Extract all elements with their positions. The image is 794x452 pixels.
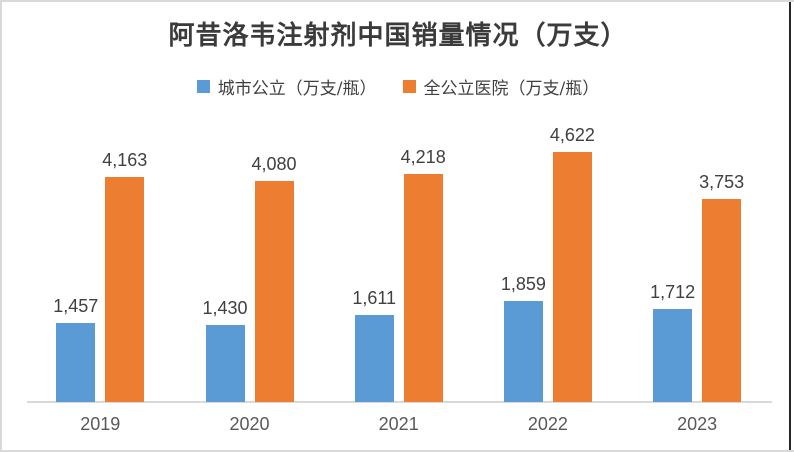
data-label-series0-2022: 1,859 [500,274,546,294]
legend-label: 城市公立（万支/瓶） [217,79,377,99]
bar-series0-2022 [503,301,543,402]
category-label-2020: 2020 [229,414,270,434]
x-axis-line [27,401,772,403]
bar-series1-2021 [403,174,443,402]
chart-legend: 城市公立（万支/瓶） 全公立医院（万支/瓶） [2,74,794,99]
legend-color-swatch [402,80,416,93]
bar-series0-2023 [653,309,693,402]
data-label-series0-2021: 1,611 [352,288,397,308]
legend-item-0: 城市公立（万支/瓶） [196,74,377,99]
data-label-series0-2023: 1,712 [650,282,696,302]
bar-series1-2020 [254,181,294,402]
legend-item-1: 全公立医院（万支/瓶） [402,74,600,99]
legend-color-swatch [196,80,210,93]
data-label-series1-2020: 4,080 [251,154,297,174]
chart-title: 阿昔洛韦注射剂中国销量情况（万支） [168,21,628,51]
category-label-2021: 2021 [378,414,419,434]
data-label-series1-2023: 3,753 [699,172,745,192]
data-label-series0-2019: 1,457 [53,296,99,316]
bar-series1-2023 [702,199,742,402]
category-label-2019: 2019 [80,414,121,434]
legend-label: 全公立医院（万支/瓶） [423,79,600,99]
bar-series0-2020 [205,325,245,402]
bar-series1-2022 [552,152,592,402]
bar-series0-2019 [56,323,96,402]
data-label-series1-2021: 4,218 [400,147,446,167]
window-right-edge [789,2,791,450]
data-label-series1-2019: 4,163 [102,150,148,170]
bar-series0-2021 [354,315,394,402]
category-label-2022: 2022 [527,414,568,434]
data-label-series0-2020: 1,430 [202,298,248,318]
category-label-2023: 2023 [677,414,718,434]
data-label-series1-2022: 4,622 [549,125,595,145]
bar-series1-2019 [105,177,145,402]
